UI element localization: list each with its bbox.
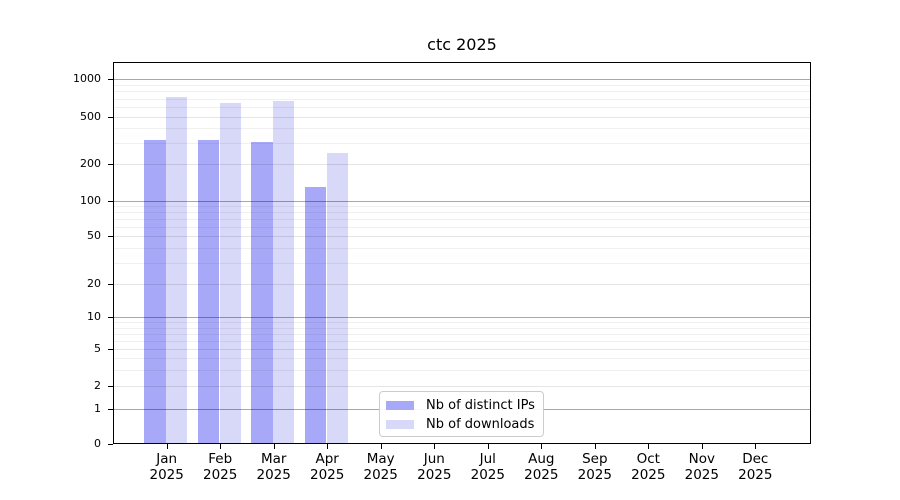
y-tick-mark xyxy=(108,409,113,410)
x-tick-mark xyxy=(702,444,703,449)
y-tick-label: 1000 xyxy=(73,72,101,86)
gridline-y-400 xyxy=(114,128,810,130)
x-tick-label-apr: Apr 2025 xyxy=(295,451,359,483)
y-tick-mark xyxy=(108,164,113,165)
y-tick-label: 2 xyxy=(94,379,101,392)
x-tick-month: Sep xyxy=(582,451,608,467)
x-tick-label-aug: Aug 2025 xyxy=(509,451,573,483)
x-tick-mark xyxy=(648,444,649,449)
x-tick-month: Mar xyxy=(260,451,287,467)
y-tick-label: 100 xyxy=(80,193,101,207)
x-tick-mark xyxy=(755,444,756,449)
x-tick-mark xyxy=(220,444,221,449)
x-tick-label-jul: Jul 2025 xyxy=(456,451,520,483)
x-tick-year: 2025 xyxy=(203,467,238,483)
plot-area xyxy=(113,62,811,444)
x-tick-month: Jul xyxy=(479,451,496,467)
y-tick-mark xyxy=(108,236,113,237)
y-tick-label: 200 xyxy=(80,157,101,171)
x-tick-month: Jan xyxy=(156,451,178,467)
x-tick-label-may: May 2025 xyxy=(349,451,413,483)
legend-label-distinct-ips: Nb of distinct IPs xyxy=(426,398,535,413)
x-tick-label-feb: Feb 2025 xyxy=(188,451,252,483)
bar-distinct-ips-apr xyxy=(304,186,327,443)
y-tick-label: 500 xyxy=(80,109,101,123)
x-tick-year: 2025 xyxy=(470,467,505,483)
gridline-y-600 xyxy=(114,106,810,108)
y-tick-mark xyxy=(108,444,113,445)
legend-item-downloads: Nb of downloads xyxy=(386,415,537,434)
x-tick-mark xyxy=(595,444,596,449)
x-tick-month: Nov xyxy=(688,451,715,467)
x-tick-year: 2025 xyxy=(256,467,291,483)
y-tick-label: 0 xyxy=(94,437,101,450)
chart-title: ctc 2025 xyxy=(427,35,497,54)
gridline-y-800 xyxy=(114,91,810,93)
y-tick-mark xyxy=(108,386,113,387)
bar-downloads-jan xyxy=(166,97,188,443)
y-tick-mark xyxy=(108,117,113,118)
x-tick-month: Apr xyxy=(315,451,339,467)
y-tick-mark xyxy=(108,317,113,318)
y-tick-label: 1 xyxy=(94,402,101,415)
bar-downloads-apr xyxy=(326,152,348,443)
bar-distinct-ips-mar xyxy=(251,141,273,443)
x-tick-year: 2025 xyxy=(149,467,184,483)
legend-swatch-downloads-icon xyxy=(386,419,414,430)
x-tick-mark xyxy=(167,444,168,449)
x-tick-label-dec: Dec 2025 xyxy=(723,451,787,483)
x-tick-mark xyxy=(541,444,542,449)
x-tick-label-jan: Jan 2025 xyxy=(135,451,199,483)
x-tick-label-jun: Jun 2025 xyxy=(402,451,466,483)
x-tick-year: 2025 xyxy=(631,467,666,483)
y-tick-mark xyxy=(108,201,113,202)
x-tick-year: 2025 xyxy=(363,467,398,483)
x-tick-month: Oct xyxy=(636,451,660,467)
bar-downloads-feb xyxy=(219,103,241,443)
x-tick-month: Jun xyxy=(423,451,445,467)
x-tick-mark xyxy=(434,444,435,449)
x-tick-month: May xyxy=(366,451,395,467)
x-tick-label-mar: Mar 2025 xyxy=(242,451,306,483)
y-tick-label: 50 xyxy=(87,229,101,242)
y-tick-label: 10 xyxy=(87,310,101,324)
legend-item-distinct-ips: Nb of distinct IPs xyxy=(386,396,537,415)
x-tick-year: 2025 xyxy=(310,467,345,483)
x-tick-year: 2025 xyxy=(524,467,559,483)
y-tick-mark xyxy=(108,349,113,350)
x-tick-year: 2025 xyxy=(577,467,612,483)
y-tick-mark xyxy=(108,284,113,285)
y-tick-mark xyxy=(108,79,113,80)
x-tick-label-oct: Oct 2025 xyxy=(616,451,680,483)
gridline-y-500 xyxy=(114,116,810,118)
x-tick-year: 2025 xyxy=(417,467,452,483)
legend: Nb of distinct IPs Nb of downloads xyxy=(379,391,544,437)
x-tick-month: Dec xyxy=(742,451,769,467)
gridline-y-700 xyxy=(114,98,810,100)
y-tick-label: 5 xyxy=(94,342,101,356)
x-tick-month: Feb xyxy=(208,451,233,467)
x-tick-mark xyxy=(327,444,328,449)
gridline-y-900 xyxy=(114,85,810,86)
gridline-y-1000 xyxy=(114,79,810,81)
x-tick-month: Aug xyxy=(528,451,555,467)
bar-distinct-ips-feb xyxy=(197,139,220,443)
x-tick-mark xyxy=(381,444,382,449)
bar-downloads-mar xyxy=(273,100,295,443)
legend-label-downloads: Nb of downloads xyxy=(426,417,535,432)
x-tick-label-sep: Sep 2025 xyxy=(563,451,627,483)
x-tick-year: 2025 xyxy=(684,467,719,483)
x-tick-mark xyxy=(488,444,489,449)
legend-swatch-distinct-ips-icon xyxy=(386,400,414,411)
bar-distinct-ips-jan xyxy=(144,139,166,443)
x-tick-label-nov: Nov 2025 xyxy=(670,451,734,483)
x-tick-mark xyxy=(274,444,275,449)
y-tick-label: 20 xyxy=(87,276,101,290)
x-tick-year: 2025 xyxy=(738,467,773,483)
